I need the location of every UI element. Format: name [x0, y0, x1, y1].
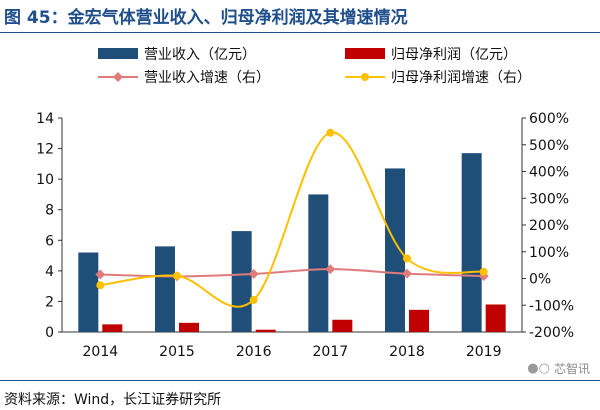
profit-growth-point: [403, 254, 411, 263]
y-right-tick-label: -100%: [529, 298, 574, 314]
source-divider: [0, 380, 600, 381]
watermark-text: 芯智讯: [553, 362, 590, 376]
watermark: ●○ 芯智讯: [527, 360, 590, 377]
x-tick-label: 2016: [236, 344, 272, 360]
revenue-bar: [385, 168, 405, 332]
y-left-tick-label: 10: [36, 172, 54, 188]
y-left-tick-label: 12: [36, 142, 54, 158]
y-right-tick-label: -200%: [529, 325, 574, 341]
legend-swatch-revenue: [98, 48, 138, 59]
y-left-tick-label: 0: [45, 325, 54, 341]
y-left-tick-label: 4: [45, 264, 54, 280]
profit-bar: [485, 304, 506, 332]
profit-growth-point: [326, 128, 335, 137]
legend-swatch-profit: [345, 48, 385, 59]
y-right-tick-label: 500%: [529, 138, 569, 154]
revenue-bar: [461, 153, 482, 332]
profit-bar: [255, 329, 276, 332]
legend-marker-revenue-growth: [113, 72, 123, 82]
legend-label-profit: 归母净利润（亿元）: [391, 46, 517, 63]
profit-growth-point: [173, 271, 181, 280]
profit-bar: [409, 309, 429, 332]
profit-growth-point: [249, 295, 258, 304]
revenue-growth-point: [402, 268, 412, 279]
legend-label-revenue-growth: 营业收入增速（右）: [144, 70, 270, 86]
figure-title: 图 45：金宏气体营业收入、归母净利润及其增速情况: [4, 8, 408, 28]
profit-bar: [102, 324, 123, 332]
x-tick-label: 2018: [389, 344, 425, 360]
y-left-tick-label: 6: [45, 233, 54, 249]
y-right-tick-label: 400%: [529, 165, 569, 181]
profit-growth-point: [479, 267, 488, 276]
profit-growth-point: [96, 281, 105, 290]
legend-marker-profit-growth: [361, 73, 369, 81]
revenue-bar: [231, 231, 252, 332]
revenue-growth-point: [248, 269, 259, 279]
legend-label-profit-growth: 归母净利润增速（右）: [391, 69, 531, 86]
revenue-bar: [78, 252, 99, 332]
y-right-tick-label: 300%: [529, 191, 569, 207]
profit-bar: [332, 319, 353, 332]
revenue-bar: [155, 246, 175, 332]
chart-legend: 营业收入（亿元） 归母净利润（亿元） 营业收入增速（右） 归母净利润增速（右）: [98, 46, 531, 86]
y-right-tick-label: 0%: [529, 272, 551, 288]
y-right-tick-label: 200%: [529, 218, 569, 234]
revenue-bar: [308, 194, 329, 332]
chart-lines: [95, 128, 489, 308]
y-left-tick-label: 14: [36, 111, 54, 127]
y-right-tick-label: 100%: [529, 245, 569, 261]
y-right-tick-label: 600%: [529, 111, 569, 127]
title-divider: [0, 32, 600, 33]
x-tick-label: 2014: [83, 344, 119, 360]
chart-axes: 0 2 4 6 8 10 12 14 -200% -100% 0% 100% 200% 300% 400% 5…: [36, 111, 574, 360]
chart-bars: [78, 153, 506, 332]
y-left-tick-label: 2: [45, 294, 54, 310]
x-tick-label: 2017: [313, 344, 349, 360]
y-left-tick-label: 8: [45, 203, 54, 219]
wechat-icon: ●○: [527, 361, 550, 376]
source-note: 资料来源：Wind，长江证券研究所: [4, 392, 222, 408]
revenue-growth-point: [325, 264, 336, 275]
legend-label-revenue: 营业收入（亿元）: [144, 47, 256, 63]
profit-bar: [179, 322, 199, 332]
x-tick-label: 2019: [466, 344, 502, 360]
x-tick-label: 2015: [159, 344, 195, 360]
